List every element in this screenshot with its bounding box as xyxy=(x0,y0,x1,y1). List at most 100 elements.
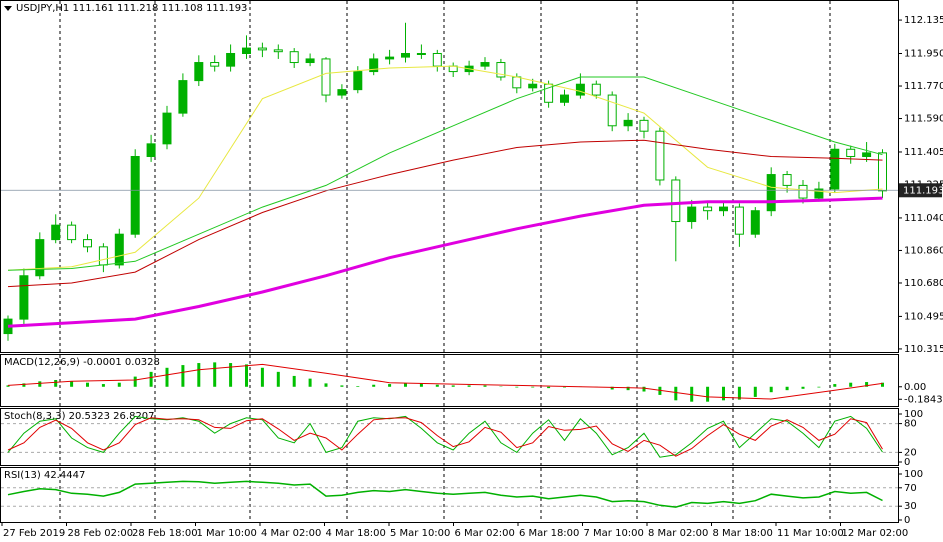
candle-body xyxy=(305,58,315,64)
x-tick-label: 4 Mar 02:00 xyxy=(261,528,321,539)
histogram-bar xyxy=(737,386,741,400)
candle-body xyxy=(766,174,776,212)
y-tick-label: 110.860 xyxy=(904,245,943,256)
histogram-bar xyxy=(388,384,392,387)
histogram-bar xyxy=(467,385,471,387)
candle-body xyxy=(178,80,188,114)
x-tick-label: 1 Mar 10:00 xyxy=(197,528,257,539)
candle-body xyxy=(67,224,77,241)
candle-body xyxy=(257,47,267,51)
candle-body xyxy=(146,143,156,157)
histogram-bar xyxy=(419,383,423,387)
panel-frame xyxy=(0,467,899,523)
histogram-bar xyxy=(865,382,869,387)
y-tick-label: 30 xyxy=(904,501,917,512)
indicator-line xyxy=(7,480,883,508)
histogram-bar xyxy=(483,385,487,387)
x-tick-label: 6 Mar 18:00 xyxy=(519,528,579,539)
candle-body xyxy=(623,119,633,127)
x-tick-label: 8 Mar 02:00 xyxy=(648,528,708,539)
candle-body xyxy=(114,233,124,266)
candle-body xyxy=(560,94,569,103)
indicator-line xyxy=(7,196,883,328)
histogram-bar xyxy=(86,382,89,387)
histogram-bar xyxy=(722,386,725,401)
candle-body xyxy=(846,148,856,157)
histogram-bar xyxy=(515,386,519,388)
histogram-bar xyxy=(817,386,821,388)
panel-frame xyxy=(0,0,899,353)
candle-body xyxy=(273,49,283,53)
y-tick-label: -0.1843 xyxy=(904,394,943,405)
histogram-bar xyxy=(101,384,105,387)
x-tick-label: 6 Mar 02:00 xyxy=(455,528,515,539)
symbol-menu-arrow[interactable] xyxy=(4,6,12,11)
histogram-bar xyxy=(324,383,328,387)
histogram-bar xyxy=(610,386,614,390)
y-tick-label: 111.590 xyxy=(904,114,943,125)
candle-body xyxy=(607,94,617,127)
x-tick-label: 28 Feb 02:00 xyxy=(68,528,134,539)
x-tick-label: 11 Mar 10:00 xyxy=(777,528,844,539)
candle-body xyxy=(734,206,744,235)
indicator-line xyxy=(7,76,883,271)
candle-body xyxy=(385,56,395,60)
histogram-bar xyxy=(356,386,360,387)
x-tick-label: 7 Mar 10:00 xyxy=(584,528,644,539)
histogram-bar xyxy=(308,378,312,387)
candle-body xyxy=(162,112,172,145)
histogram-bar xyxy=(38,381,42,387)
y-tick-label: 0.00 xyxy=(904,382,926,393)
y-tick-label: 0 xyxy=(904,515,910,526)
indicator-line xyxy=(7,139,883,288)
candle-body xyxy=(98,246,108,266)
y-tick-label: 100 xyxy=(904,409,923,420)
x-tick-label: 8 Mar 18:00 xyxy=(713,528,773,539)
panel-frame xyxy=(0,408,899,466)
candle-body xyxy=(416,52,426,55)
indicator-line xyxy=(7,65,883,271)
histogram-bar xyxy=(642,386,646,392)
x-tick-label: 4 Mar 18:00 xyxy=(326,528,386,539)
candle-body xyxy=(798,184,808,199)
candle-body xyxy=(512,76,522,89)
last-price-box xyxy=(899,183,942,198)
x-tick-label: 12 Mar 02:00 xyxy=(842,528,909,539)
histogram-bar xyxy=(404,383,407,387)
candle-body xyxy=(719,206,728,212)
candle-body xyxy=(782,174,792,186)
panel-title: MACD(12,26,9) -0.0001 0.0328 xyxy=(4,357,160,368)
y-tick-label: 110.495 xyxy=(904,311,943,322)
histogram-bar xyxy=(435,384,439,387)
histogram-bar xyxy=(340,385,344,387)
indicator-line xyxy=(7,417,883,457)
candle-body xyxy=(830,148,840,190)
histogram-bar xyxy=(833,384,837,387)
candle-body xyxy=(35,239,45,277)
candle-body xyxy=(687,206,697,223)
candle-body xyxy=(655,130,665,181)
histogram-bar xyxy=(547,386,551,389)
histogram-bar xyxy=(117,382,121,387)
candle-body xyxy=(750,210,760,235)
candle-body xyxy=(194,62,204,82)
histogram-bar xyxy=(881,382,884,387)
panel-frame xyxy=(0,354,899,407)
histogram-bar xyxy=(785,386,789,391)
y-tick-label: 111.770 xyxy=(904,81,943,92)
last-price-label: 111.193 xyxy=(903,185,943,196)
histogram-bar xyxy=(149,371,153,387)
y-tick-label: 111.040 xyxy=(904,213,943,224)
histogram-bar xyxy=(658,386,662,395)
candle-body xyxy=(591,83,601,96)
y-tick-label: 110.315 xyxy=(904,344,943,355)
panel-title: USDJPY,H1 111.161 111.218 111.108 111.19… xyxy=(16,3,247,14)
candle-body xyxy=(19,275,29,320)
panel-title: RSI(13) 42.4447 xyxy=(4,470,85,481)
candle-body xyxy=(51,224,61,241)
indicator-line xyxy=(7,363,883,400)
candle-body xyxy=(369,58,379,73)
candle-body xyxy=(878,152,887,192)
